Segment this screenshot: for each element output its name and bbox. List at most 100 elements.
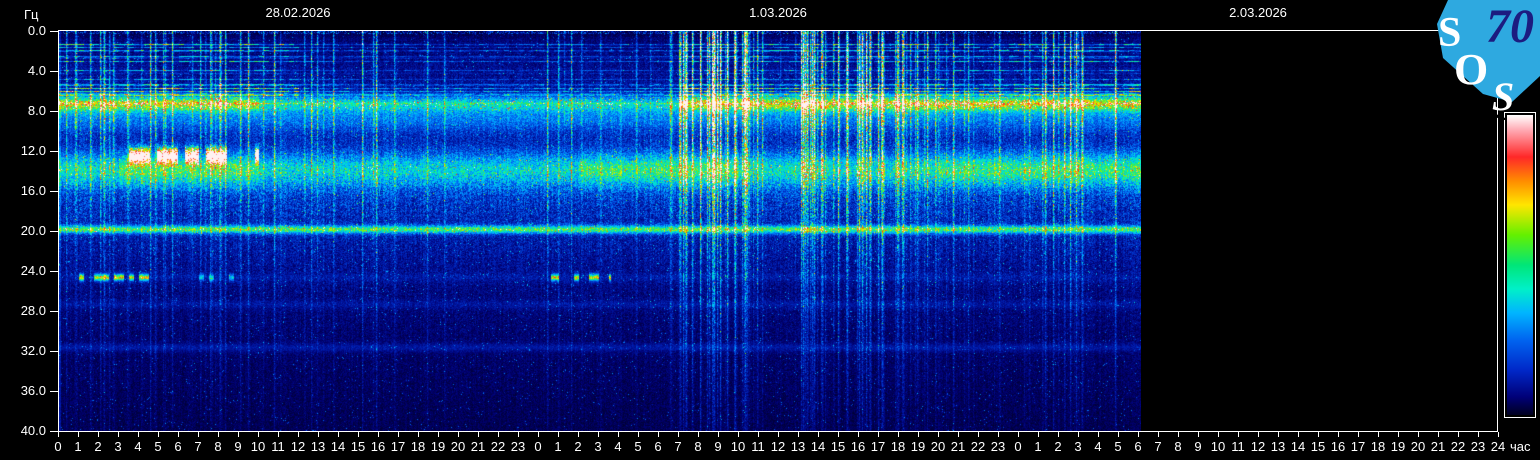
freq-tick-label: 8.0 <box>27 103 46 118</box>
freq-axis-title: Гц <box>24 7 39 22</box>
hour-tick-label: 13 <box>310 439 326 454</box>
hour-tick-label: 3 <box>114 439 122 454</box>
hour-tick-label: 5 <box>1114 439 1122 454</box>
hour-tick-label: 13 <box>790 439 806 454</box>
freq-tick-mark <box>50 191 58 192</box>
freq-tick-label: 24.0 <box>20 263 46 278</box>
hour-tick-mark <box>438 432 439 437</box>
hour-tick-mark <box>1298 432 1299 437</box>
hour-tick-mark <box>578 432 579 437</box>
hour-tick-label: 23 <box>510 439 526 454</box>
hour-tick-label: 14 <box>1290 439 1306 454</box>
spectrogram-canvas <box>59 31 1141 431</box>
hour-tick-mark <box>718 432 719 437</box>
freq-tick-mark <box>50 71 58 72</box>
hour-tick-mark <box>1038 432 1039 437</box>
freq-tick-label: 36.0 <box>20 383 46 398</box>
hour-tick-label: 21 <box>950 439 966 454</box>
hour-tick-label: 17 <box>870 439 886 454</box>
hour-tick-mark <box>358 432 359 437</box>
freq-tick-label: 32.0 <box>20 343 46 358</box>
freq-tick-mark <box>50 431 58 432</box>
freq-tick-mark <box>50 271 58 272</box>
freq-tick-mark <box>50 391 58 392</box>
hour-tick-label: 1 <box>554 439 562 454</box>
freq-tick-mark <box>50 111 58 112</box>
hour-tick-label: 18 <box>410 439 426 454</box>
hour-tick-mark <box>98 432 99 437</box>
freq-tick-mark <box>50 151 58 152</box>
date-label: 28.02.2026 <box>265 5 331 20</box>
hour-tick-label: 19 <box>1390 439 1406 454</box>
hour-tick-label: 2 <box>94 439 102 454</box>
hour-tick-label: 2 <box>574 439 582 454</box>
hour-tick-mark <box>1338 432 1339 437</box>
hour-tick-mark <box>458 432 459 437</box>
hour-tick-mark <box>158 432 159 437</box>
plot-frame <box>58 30 1498 432</box>
hour-tick-label: 6 <box>1134 439 1142 454</box>
hour-tick-mark <box>538 432 539 437</box>
hour-tick-mark <box>1198 432 1199 437</box>
freq-tick-label: 0.0 <box>27 23 46 38</box>
hour-tick-mark <box>618 432 619 437</box>
logo-letter-s2: S <box>1492 74 1514 119</box>
hour-tick-mark <box>698 432 699 437</box>
hour-tick-label: 1 <box>74 439 82 454</box>
hour-tick-mark <box>678 432 679 437</box>
hour-tick-label: 6 <box>174 439 182 454</box>
hour-tick-mark <box>1478 432 1479 437</box>
hour-tick-mark <box>838 432 839 437</box>
hour-tick-mark <box>898 432 899 437</box>
hour-tick-mark <box>558 432 559 437</box>
hour-tick-label: 4 <box>1094 439 1102 454</box>
freq-tick-mark <box>50 231 58 232</box>
hour-tick-label: 24 <box>1490 439 1506 454</box>
hour-tick-mark <box>998 432 999 437</box>
date-label: 2.03.2026 <box>1229 5 1287 20</box>
hour-tick-mark <box>118 432 119 437</box>
hour-tick-mark <box>1218 432 1219 437</box>
hour-tick-mark <box>1318 432 1319 437</box>
hour-tick-label: 14 <box>810 439 826 454</box>
hour-tick-mark <box>1278 432 1279 437</box>
hour-tick-label: 20 <box>930 439 946 454</box>
hour-tick-mark <box>738 432 739 437</box>
hour-tick-mark <box>518 432 519 437</box>
hour-tick-label: 9 <box>234 439 242 454</box>
hour-tick-label: 4 <box>614 439 622 454</box>
hour-tick-mark <box>958 432 959 437</box>
hour-tick-label: 9 <box>714 439 722 454</box>
hour-tick-label: 0 <box>54 439 62 454</box>
hour-tick-label: 0 <box>1014 439 1022 454</box>
hour-tick-label: 16 <box>1330 439 1346 454</box>
freq-tick-label: 40.0 <box>20 423 46 438</box>
hour-tick-label: 15 <box>350 439 366 454</box>
hour-tick-label: 5 <box>634 439 642 454</box>
hour-tick-label: 19 <box>430 439 446 454</box>
hour-tick-mark <box>1358 432 1359 437</box>
hour-tick-mark <box>878 432 879 437</box>
hour-tick-label: 11 <box>1231 439 1245 454</box>
hour-tick-label: 11 <box>271 439 285 454</box>
hour-tick-mark <box>658 432 659 437</box>
hour-tick-label: 15 <box>1310 439 1326 454</box>
freq-tick-mark <box>50 31 58 32</box>
hour-tick-label: 4 <box>134 439 142 454</box>
hour-tick-label: 3 <box>594 439 602 454</box>
hour-tick-mark <box>1378 432 1379 437</box>
logo-number-70: 70 <box>1486 0 1534 53</box>
date-label: 1.03.2026 <box>749 5 807 20</box>
hour-tick-mark <box>978 432 979 437</box>
freq-tick-mark <box>50 311 58 312</box>
hour-tick-mark <box>398 432 399 437</box>
hour-tick-mark <box>198 432 199 437</box>
sos70-logo: S 70 O S <box>1428 0 1540 120</box>
hour-tick-mark <box>1078 432 1079 437</box>
hour-tick-mark <box>1138 432 1139 437</box>
hour-tick-label: 22 <box>490 439 506 454</box>
hour-tick-label: 19 <box>910 439 926 454</box>
hour-tick-mark <box>138 432 139 437</box>
hour-tick-mark <box>478 432 479 437</box>
